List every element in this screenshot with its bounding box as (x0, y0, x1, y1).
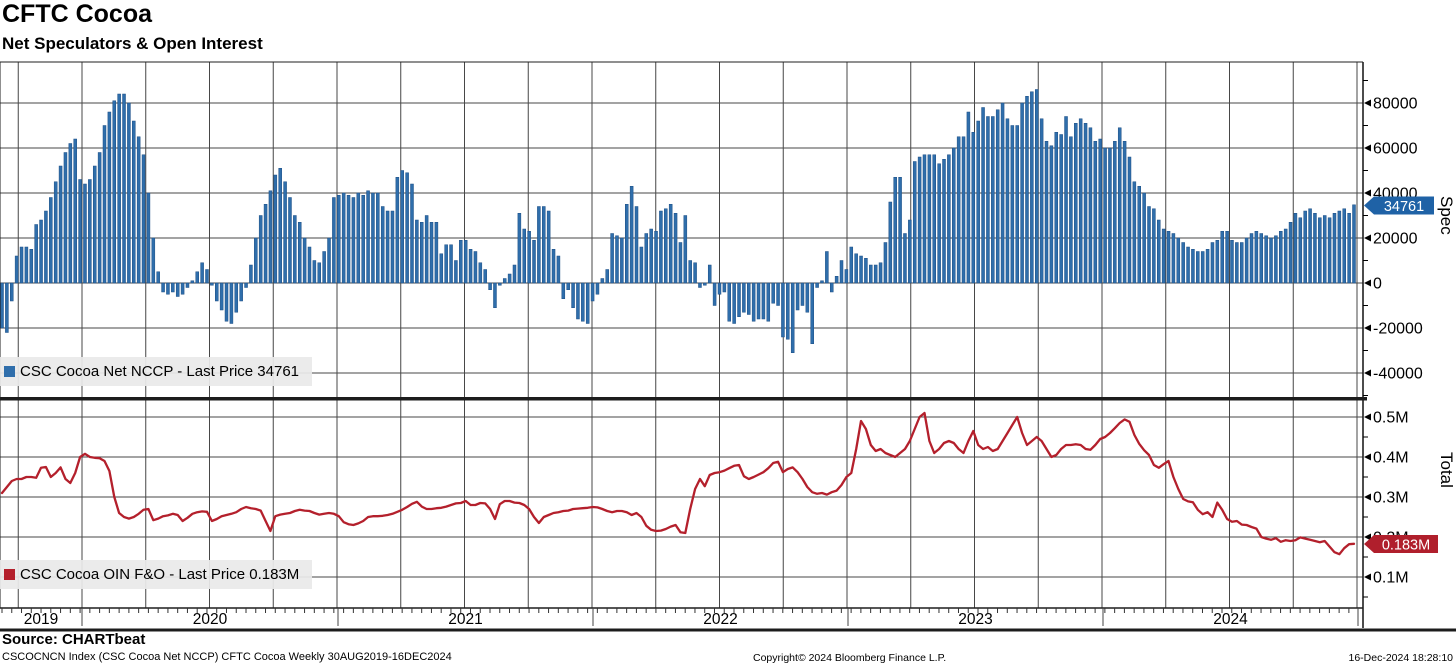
svg-text:0.1M: 0.1M (1373, 570, 1409, 587)
total-badge-value: 0.183M (1382, 538, 1430, 554)
total-axis-title: Total (1437, 452, 1456, 488)
legend-total-label: CSC Cocoa OIN F&O - Last Price 0.183M (20, 566, 300, 583)
oin-series-swatch-icon (4, 569, 15, 580)
svg-text:60000: 60000 (1373, 141, 1418, 158)
svg-text:2023: 2023 (958, 611, 992, 628)
source-label: Source: CHARTbeat (2, 631, 146, 648)
svg-text:0.5M: 0.5M (1373, 410, 1409, 427)
svg-text:0: 0 (1373, 276, 1382, 293)
svg-text:2021: 2021 (448, 611, 482, 628)
total-badge-arrow (1364, 535, 1438, 553)
svg-text:-40000: -40000 (1373, 366, 1423, 383)
svg-text:0.3M: 0.3M (1373, 490, 1409, 507)
spec-badge-arrow (1364, 196, 1434, 215)
index-footnote: CSCOCNCN Index (CSC Cocoa Net NCCP) CFTC… (2, 651, 452, 663)
legend-spec-label: CSC Cocoa Net NCCP - Last Price 34761 (20, 363, 300, 380)
chart-subtitle: Net Speculators & Open Interest (2, 34, 263, 53)
spec-last-price-badge: 34761 (1364, 196, 1434, 215)
page-title: CFTC Cocoa (2, 0, 152, 28)
oin-line-series (0, 411, 1356, 556)
spec-badge-value: 34761 (1384, 199, 1424, 215)
svg-text:2019: 2019 (24, 611, 58, 628)
svg-text:2020: 2020 (193, 611, 228, 628)
svg-text:2022: 2022 (703, 611, 737, 628)
net-nccp-series-swatch-icon (4, 366, 15, 377)
timestamp: 16-Dec-2024 18:28:10 (1348, 652, 1454, 664)
axis-lines-and-ticks (0, 61, 1456, 632)
svg-text:20000: 20000 (1373, 231, 1418, 248)
svg-text:80000: 80000 (1373, 96, 1418, 113)
svg-text:-20000: -20000 (1373, 321, 1423, 338)
legend-total: CSC Cocoa OIN F&O - Last Price 0.183M (0, 560, 312, 589)
spec-axis-title: Spec (1437, 196, 1456, 235)
copyright-text: Copyright© 2024 Bloomberg Finance L.P. (753, 652, 947, 664)
svg-text:0.4M: 0.4M (1373, 450, 1409, 467)
gridlines (0, 62, 1363, 608)
legend-spec: CSC Cocoa Net NCCP - Last Price 34761 (0, 357, 312, 386)
svg-text:2024: 2024 (1213, 611, 1248, 628)
total-last-price-badge: 0.183M (1364, 535, 1438, 554)
net-nccp-bar-series (0, 89, 1356, 353)
